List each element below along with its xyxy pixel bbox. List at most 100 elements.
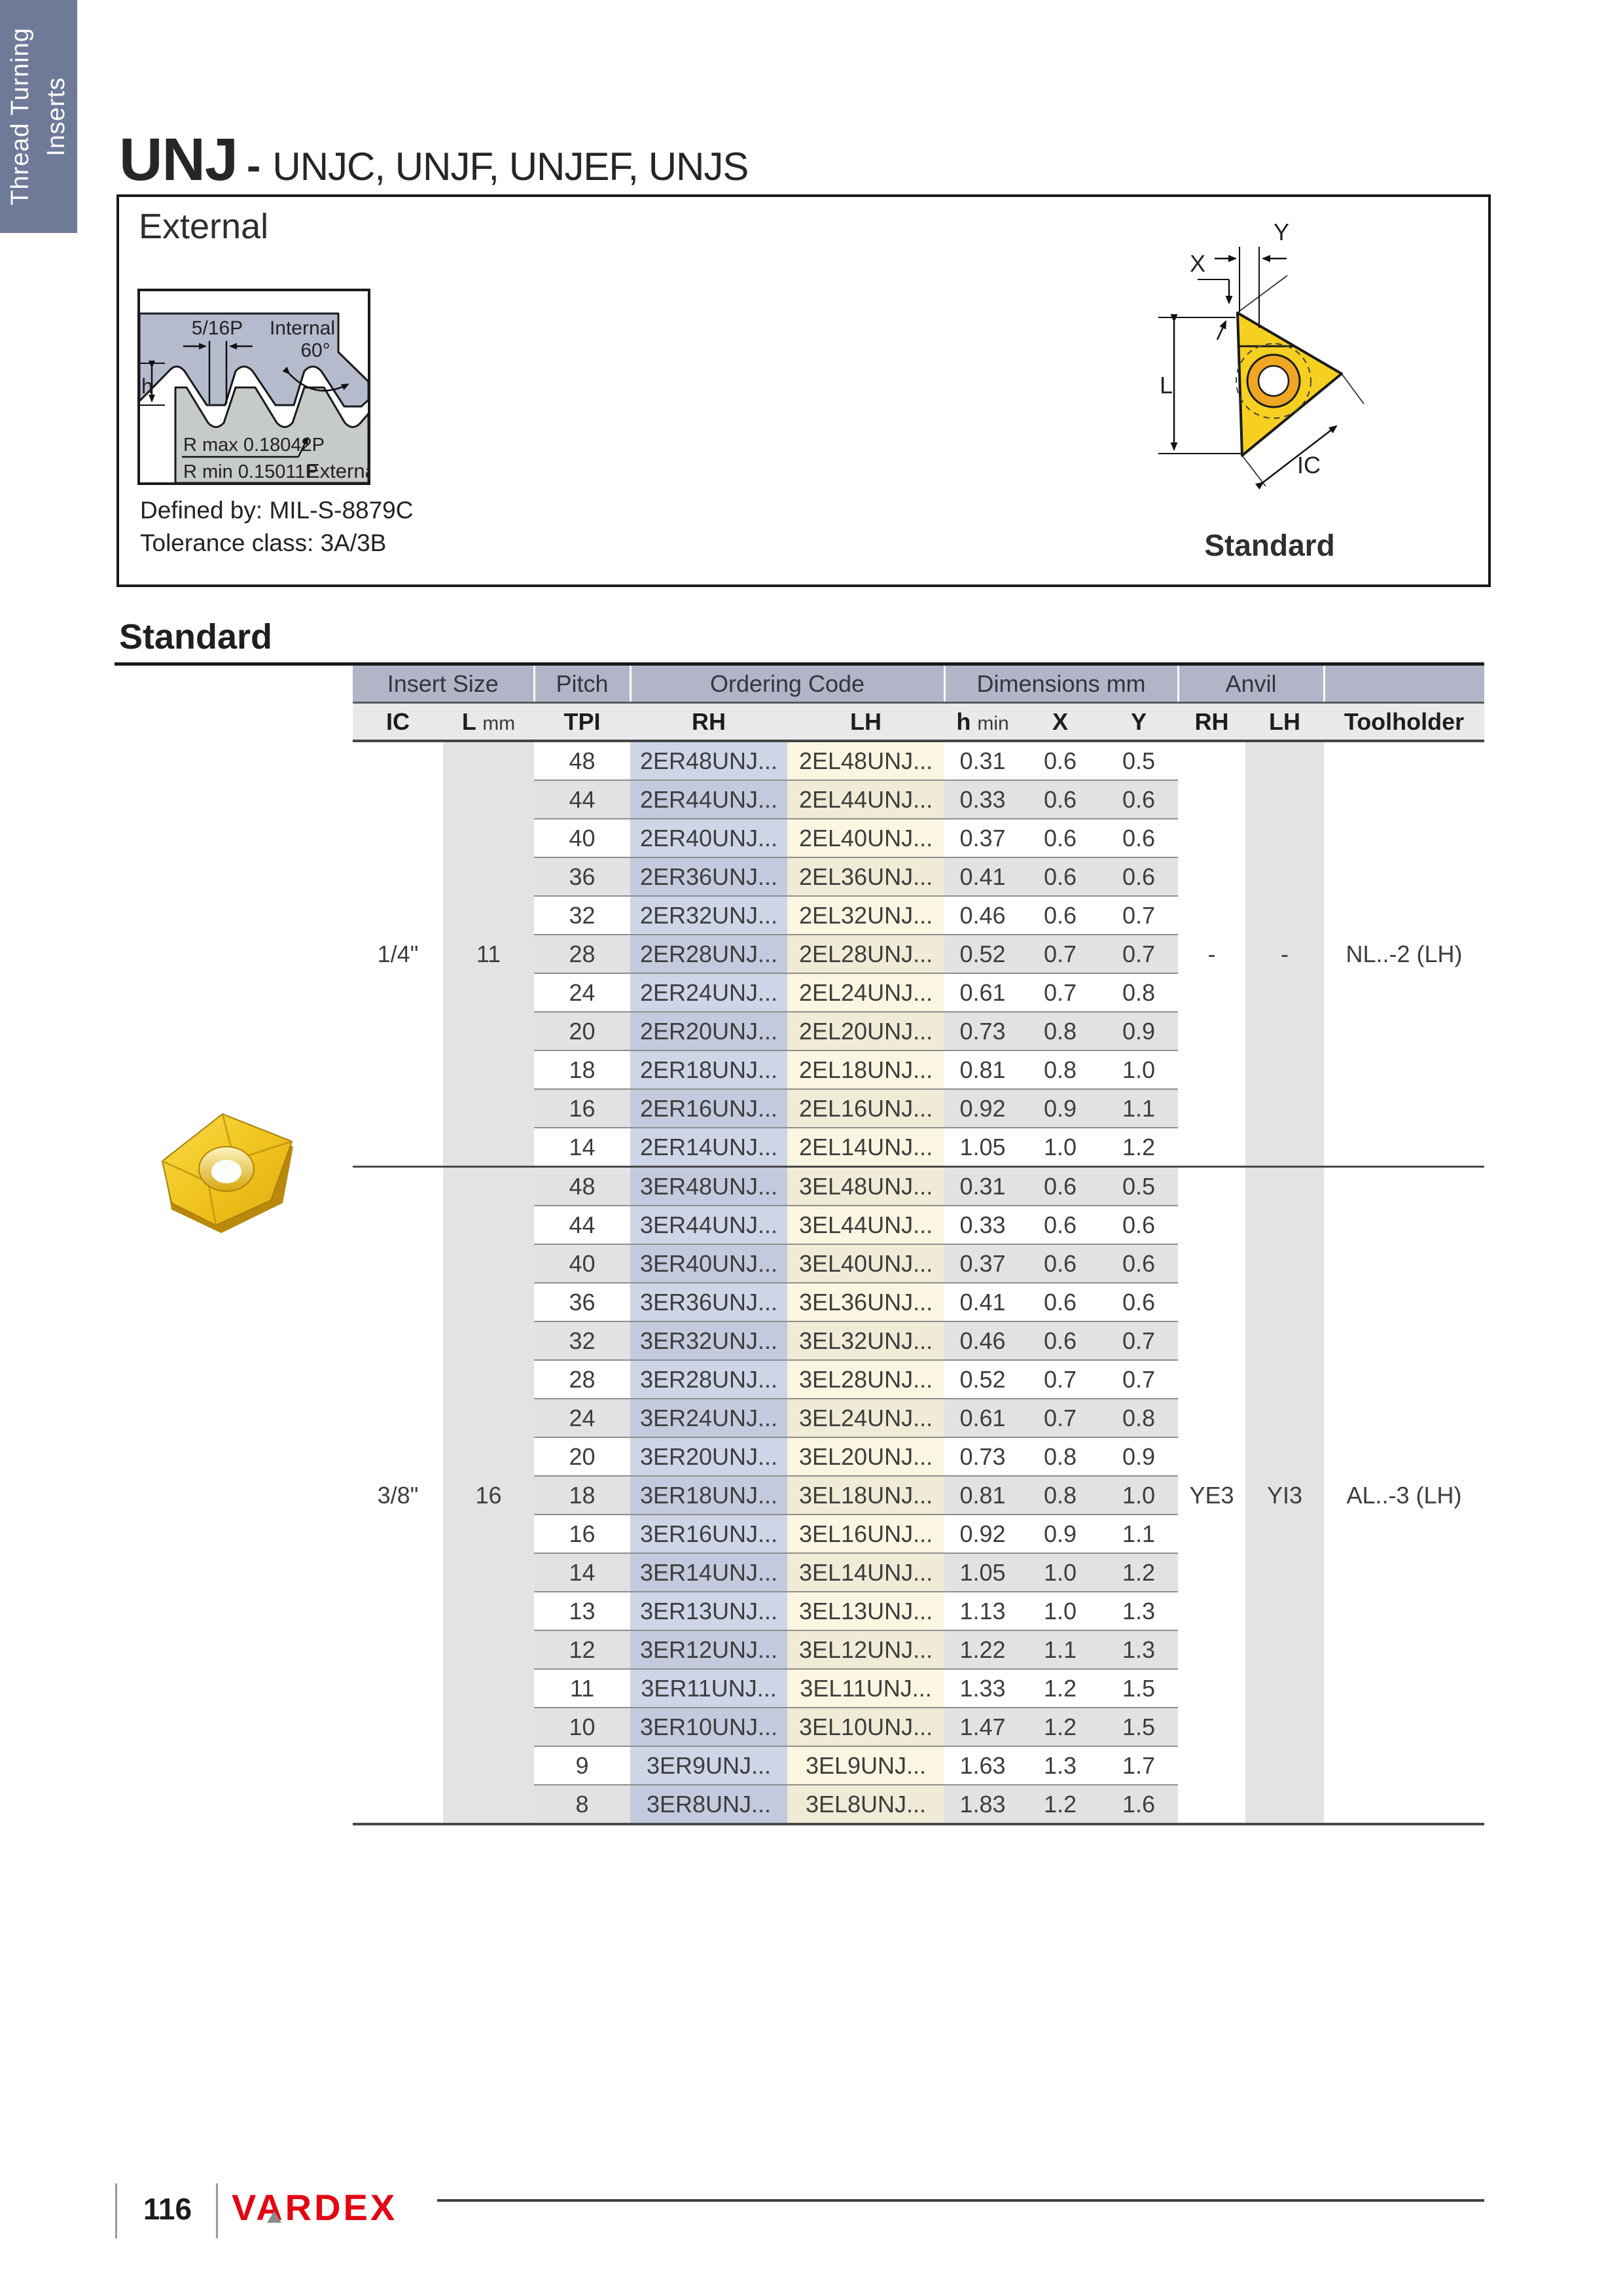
brand-logo-triangle-icon bbox=[267, 2211, 281, 2223]
table-cell: 44 bbox=[534, 1205, 631, 1244]
label-l: L bbox=[1160, 372, 1173, 399]
brand-logo: VARDEX bbox=[232, 2187, 398, 2228]
table-row: 3/8" 16 48 3ER48UNJ... 3EL48UNJ... 0.31 0.6 0.5… bbox=[353, 1166, 1485, 1824]
col-rh: RH bbox=[630, 702, 788, 742]
table-row: 36 3ER36UNJ... 3EL36UNJ... 0.41 0.6 0.6 bbox=[353, 1282, 1484, 1321]
table-cell: 0.8 bbox=[1099, 973, 1179, 1012]
page-title: UNJ - UNJC, UNJF, UNJEF, UNJS bbox=[119, 126, 749, 194]
table-cell: 3EL36UNJ... bbox=[787, 1282, 945, 1321]
table-cell: 11 bbox=[443, 741, 535, 1167]
table-cell: 3EL18UNJ... bbox=[787, 1475, 945, 1515]
table-row: 16 3ER16UNJ... 3EL16UNJ... 0.92 0.9 1.1 bbox=[353, 1514, 1484, 1553]
label-internal: Internal bbox=[270, 317, 335, 339]
table-cell: 3/8" bbox=[353, 1166, 443, 1824]
sidebar-tab: Thread Turning Inserts bbox=[0, 0, 77, 233]
table-cell: 1.2 bbox=[1021, 1784, 1100, 1824]
table-cell: 0.41 bbox=[944, 1282, 1022, 1321]
defined-by-text: Defined by: MIL-S-8879C bbox=[140, 497, 414, 524]
table-cell: 0.6 bbox=[1099, 1205, 1179, 1244]
col-anvil-lh: LH bbox=[1245, 702, 1325, 742]
table-cell: 3ER12UNJ... bbox=[630, 1630, 788, 1669]
table-cell: 0.8 bbox=[1021, 1437, 1100, 1476]
table-cell: 0.6 bbox=[1021, 857, 1100, 896]
table-cell: 40 bbox=[534, 818, 631, 857]
table-cell: 3EL32UNJ... bbox=[787, 1321, 945, 1360]
table-cell: - bbox=[1178, 741, 1246, 1167]
table-cell: 32 bbox=[534, 895, 631, 935]
table-cell: 3ER44UNJ... bbox=[630, 1205, 788, 1244]
table-row: 40 3ER40UNJ... 3EL40UNJ... 0.37 0.6 0.6 bbox=[353, 1244, 1484, 1283]
table-cell: 3EL14UNJ... bbox=[787, 1552, 945, 1592]
label-rmin: R min 0.15011P bbox=[183, 461, 318, 482]
title-dash: - bbox=[247, 142, 261, 189]
table-cell: 2ER40UNJ... bbox=[630, 818, 788, 857]
table-cell: 9 bbox=[534, 1746, 631, 1785]
table-cell: 0.81 bbox=[944, 1475, 1022, 1515]
col-tpi: TPI bbox=[534, 702, 631, 742]
table-cell: 2EL40UNJ... bbox=[787, 818, 945, 857]
table-cell: 0.5 bbox=[1099, 741, 1179, 780]
table-cell: 3EL9UNJ... bbox=[787, 1746, 945, 1785]
table-cell: 0.8 bbox=[1099, 1398, 1179, 1437]
table-cell: 2EL32UNJ... bbox=[787, 895, 945, 935]
table-cell: 40 bbox=[534, 1244, 631, 1283]
table-cell: 0.6 bbox=[1099, 780, 1179, 819]
table-cell: 3EL12UNJ... bbox=[787, 1630, 945, 1669]
table-cell: 2EL16UNJ... bbox=[787, 1088, 945, 1128]
standard-table: Insert Size Pitch Ordering Code Dimensio… bbox=[353, 666, 1485, 1825]
table-cell: 0.6 bbox=[1021, 818, 1100, 857]
col-x: X bbox=[1021, 702, 1100, 742]
table-cell: 0.61 bbox=[944, 1398, 1022, 1437]
table-cell: 3EL13UNJ... bbox=[787, 1591, 945, 1630]
table-cell: 0.6 bbox=[1021, 1321, 1100, 1360]
table-cell: 0.8 bbox=[1021, 1050, 1100, 1089]
table-cell: 3ER16UNJ... bbox=[630, 1514, 788, 1553]
table-row: 14 3ER14UNJ... 3EL14UNJ... 1.05 1.0 1.2 bbox=[353, 1552, 1484, 1592]
table-cell: 0.6 bbox=[1021, 1205, 1100, 1244]
insert-dimension-diagram: Y X L IC Standard bbox=[1158, 219, 1364, 562]
table-cell: 0.31 bbox=[944, 1166, 1022, 1206]
table-cell: 0.7 bbox=[1021, 973, 1100, 1012]
table-cell: 0.73 bbox=[944, 1437, 1022, 1476]
table-cell: 3ER9UNJ... bbox=[630, 1746, 788, 1785]
table-cell: 0.6 bbox=[1099, 857, 1179, 896]
table-row: 12 3ER12UNJ... 3EL12UNJ... 1.22 1.1 1.3 bbox=[353, 1630, 1484, 1669]
table-cell: 32 bbox=[534, 1321, 631, 1360]
table-row: 18 2ER18UNJ... 2EL18UNJ... 0.81 0.8 1.0 bbox=[353, 1050, 1484, 1089]
table-cell: - bbox=[1245, 741, 1325, 1167]
table-cell: 3EL24UNJ... bbox=[787, 1398, 945, 1437]
table-row: 40 2ER40UNJ... 2EL40UNJ... 0.37 0.6 0.6 bbox=[353, 818, 1484, 857]
table-cell: 0.61 bbox=[944, 973, 1022, 1012]
table-cell: 3ER18UNJ... bbox=[630, 1475, 788, 1515]
table-cell: 3ER28UNJ... bbox=[630, 1359, 788, 1399]
table-cell: 2ER14UNJ... bbox=[630, 1127, 788, 1167]
table-cell: 0.92 bbox=[944, 1514, 1022, 1553]
table-cell: 0.92 bbox=[944, 1088, 1022, 1128]
table-cell: 0.7 bbox=[1021, 934, 1100, 973]
table-cell: 1.3 bbox=[1099, 1630, 1179, 1669]
table-row: 14 2ER14UNJ... 2EL14UNJ... 1.05 1.0 1.2 bbox=[353, 1127, 1484, 1167]
table-group-header-row: Insert Size Pitch Ordering Code Dimensio… bbox=[353, 666, 1485, 704]
footer-divider-right bbox=[216, 2183, 218, 2238]
table-cell: 0.7 bbox=[1099, 1359, 1179, 1399]
label-angle: 60° bbox=[300, 340, 330, 361]
table-row: 28 3ER28UNJ... 3EL28UNJ... 0.52 0.7 0.7 bbox=[353, 1359, 1484, 1399]
table-cell: 11 bbox=[534, 1668, 631, 1708]
table-cell: 0.6 bbox=[1021, 780, 1100, 819]
table-cell: 2EL24UNJ... bbox=[787, 973, 945, 1012]
table-cell: 0.6 bbox=[1099, 818, 1179, 857]
table-cell: 1.05 bbox=[944, 1552, 1022, 1592]
table-cell: 0.7 bbox=[1021, 1359, 1100, 1399]
table-row: 36 2ER36UNJ... 2EL36UNJ... 0.41 0.6 0.6 bbox=[353, 857, 1484, 896]
table-cell: 3ER40UNJ... bbox=[630, 1244, 788, 1283]
table-cell: 0.6 bbox=[1021, 741, 1100, 780]
table-cell: 3ER8UNJ... bbox=[630, 1784, 788, 1824]
table-cell: 3EL20UNJ... bbox=[787, 1437, 945, 1476]
table-cell: 3EL40UNJ... bbox=[787, 1244, 945, 1283]
table-cell: 3EL44UNJ... bbox=[787, 1205, 945, 1244]
table-cell: 1.5 bbox=[1099, 1668, 1179, 1708]
table-cell: 2ER16UNJ... bbox=[630, 1088, 788, 1128]
table-cell: 36 bbox=[534, 857, 631, 896]
table-cell: 28 bbox=[534, 934, 631, 973]
table-cell: 0.46 bbox=[944, 1321, 1022, 1360]
